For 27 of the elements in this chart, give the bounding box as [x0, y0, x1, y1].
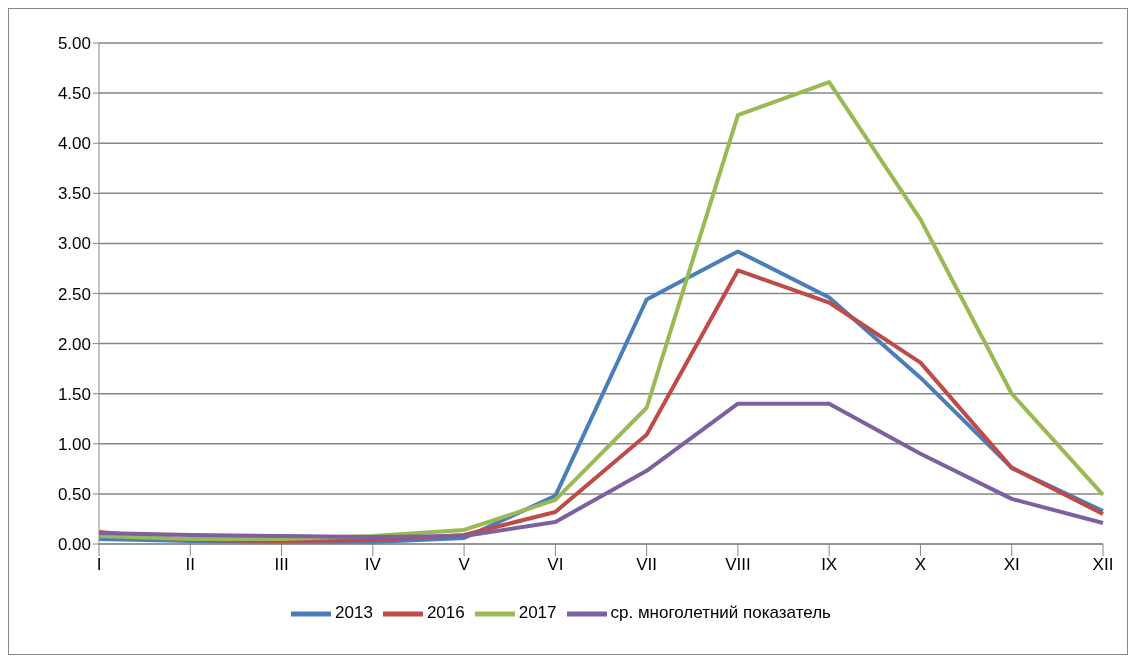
x-tick-label: VII [636, 555, 658, 575]
legend-label: 2013 [335, 603, 373, 623]
legend-label: ср. многолетний показатель [610, 603, 831, 623]
y-tick-label: 4.00 [57, 134, 91, 154]
x-tick-label: VI [547, 555, 564, 575]
x-tick-label: IV [364, 555, 382, 575]
x-tick-label: VIII [725, 555, 751, 575]
x-tick-label: I [96, 555, 102, 575]
legend-label: 2016 [426, 603, 465, 623]
y-tick-label: 5.00 [57, 34, 91, 54]
x-tick-label: X [914, 555, 927, 575]
x-tick-label: IX [821, 555, 838, 575]
x-tick-label: XI [1003, 555, 1020, 575]
y-tick-label: 1.50 [57, 384, 91, 404]
legend-label: 2017 [518, 603, 557, 623]
y-tick-label: 3.00 [57, 234, 91, 254]
y-tick-label: 1.00 [57, 434, 91, 454]
x-tick-label: II [185, 555, 195, 575]
x-tick-label: III [274, 555, 289, 575]
x-tick-label: XII [1092, 555, 1114, 575]
y-tick-label: 2.50 [57, 284, 91, 304]
y-tick-label: 2.00 [57, 334, 91, 354]
y-tick-label: 4.50 [57, 84, 91, 104]
y-tick-label: 3.50 [57, 184, 91, 204]
x-tick-label: V [458, 555, 471, 575]
y-tick-label: 0.00 [57, 535, 91, 555]
y-tick-label: 0.50 [57, 484, 91, 504]
